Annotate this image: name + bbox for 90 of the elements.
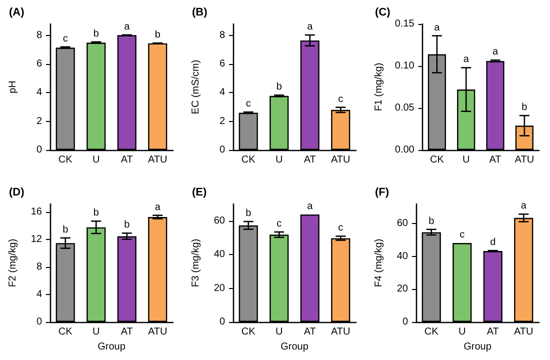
annotation: a [307,22,314,33]
annotation: c [246,98,251,110]
x-tick-label: U [462,154,470,166]
annotation: a [492,46,498,58]
y-tick-label: 0.10 [394,60,415,72]
annotation: c [338,222,344,234]
y-tick-label: 60 [214,215,226,226]
y-tick-label: 2 [219,116,226,127]
annotation: b [62,224,69,236]
y-tick-label: 8 [36,262,42,273]
y-tick-label: 4 [219,87,226,98]
annotation: b [93,28,100,40]
x-tick-label: CK [58,154,73,166]
x-tick-label: AT [304,154,316,166]
y-tick-label: 20 [396,284,408,295]
x-tick-label: U [458,326,466,338]
y-tick-label: 0 [402,316,408,328]
annotation: a [520,200,527,212]
y-axis-title: pH [8,80,18,94]
annotation: c [338,94,344,105]
y-axis-title: F3 (mg/kg) [190,238,202,288]
annotation: a [434,22,440,34]
x-tick-label: AT [120,154,133,166]
x-tick-label: U [92,154,100,166]
annotation: b [154,30,161,41]
x-tick-label: AT [489,154,502,166]
y-tick-label: 4 [36,289,42,300]
annotation: c [276,218,282,230]
y-tick-label: 0 [219,144,226,156]
x-tick-label: AT [486,326,499,338]
annotation: a [154,202,161,213]
chart-title: (A) [9,6,25,18]
y-tick-label: 6 [36,58,42,70]
annotation: a [307,200,314,212]
annotation: c [460,230,465,241]
y-tick-label: 8 [219,30,226,41]
x-tick-label: ATU [148,154,168,166]
chart-title: (F) [375,186,390,198]
chart-title: (B) [192,6,208,18]
x-tick-label: CK [58,326,73,338]
annotation: a [124,21,130,32]
y-tick-label: 6 [219,58,226,70]
annotation: b [124,220,130,231]
chart-title: (E) [192,186,207,198]
y-tick-label: 0 [219,316,226,328]
x-tick-label: U [276,326,283,338]
x-tick-label: ATU [330,326,350,338]
annotation: a [463,54,470,66]
x-tick-label: CK [430,154,444,166]
y-tick-label: 4 [36,87,42,98]
x-tick-label: ATU [330,154,350,166]
y-tick-label: 0.00 [394,144,415,156]
y-tick-label: 0.05 [394,102,415,114]
y-tick-label: 40 [396,250,408,262]
x-axis-title: Group [98,341,126,352]
annotation: b [93,208,100,219]
annotation: c [62,33,68,44]
y-axis-title: F2 (mg/kg) [8,238,18,288]
x-axis-title: Group [280,341,309,352]
x-tick-label: U [276,154,283,166]
x-tick-label: U [92,326,100,338]
x-tick-label: AT [304,326,316,338]
y-tick-label: 2 [36,116,42,127]
annotation: b [428,216,435,227]
annotation: b [246,208,252,220]
chart-title: (D) [9,186,25,198]
y-tick-label: 0 [36,316,42,328]
y-tick-label: 12 [30,234,42,246]
y-axis-title: F4 (mg/kg) [374,238,384,288]
x-axis-title: Group [464,341,492,352]
x-tick-label: CK [241,154,256,166]
y-tick-label: 0.15 [394,18,415,30]
y-tick-label: 60 [396,218,408,230]
chart-title: (C) [375,6,391,18]
x-tick-label: AT [120,326,133,338]
y-tick-label: 40 [214,249,226,260]
annotation: b [522,102,528,114]
y-axis-title: EC (mS/cm) [190,60,202,114]
x-tick-label: CK [241,326,256,338]
x-tick-label: ATU [514,326,534,338]
x-tick-label: ATU [514,154,534,166]
y-tick-label: 0 [36,144,42,156]
y-tick-label: 16 [30,206,42,218]
x-tick-label: ATU [148,326,168,338]
annotation: b [276,82,282,93]
y-axis-title: F1 (mg/kg) [374,62,384,112]
y-tick-label: 8 [36,30,42,41]
x-tick-label: CK [424,326,439,338]
annotation: d [490,237,496,248]
y-tick-label: 20 [214,282,226,294]
